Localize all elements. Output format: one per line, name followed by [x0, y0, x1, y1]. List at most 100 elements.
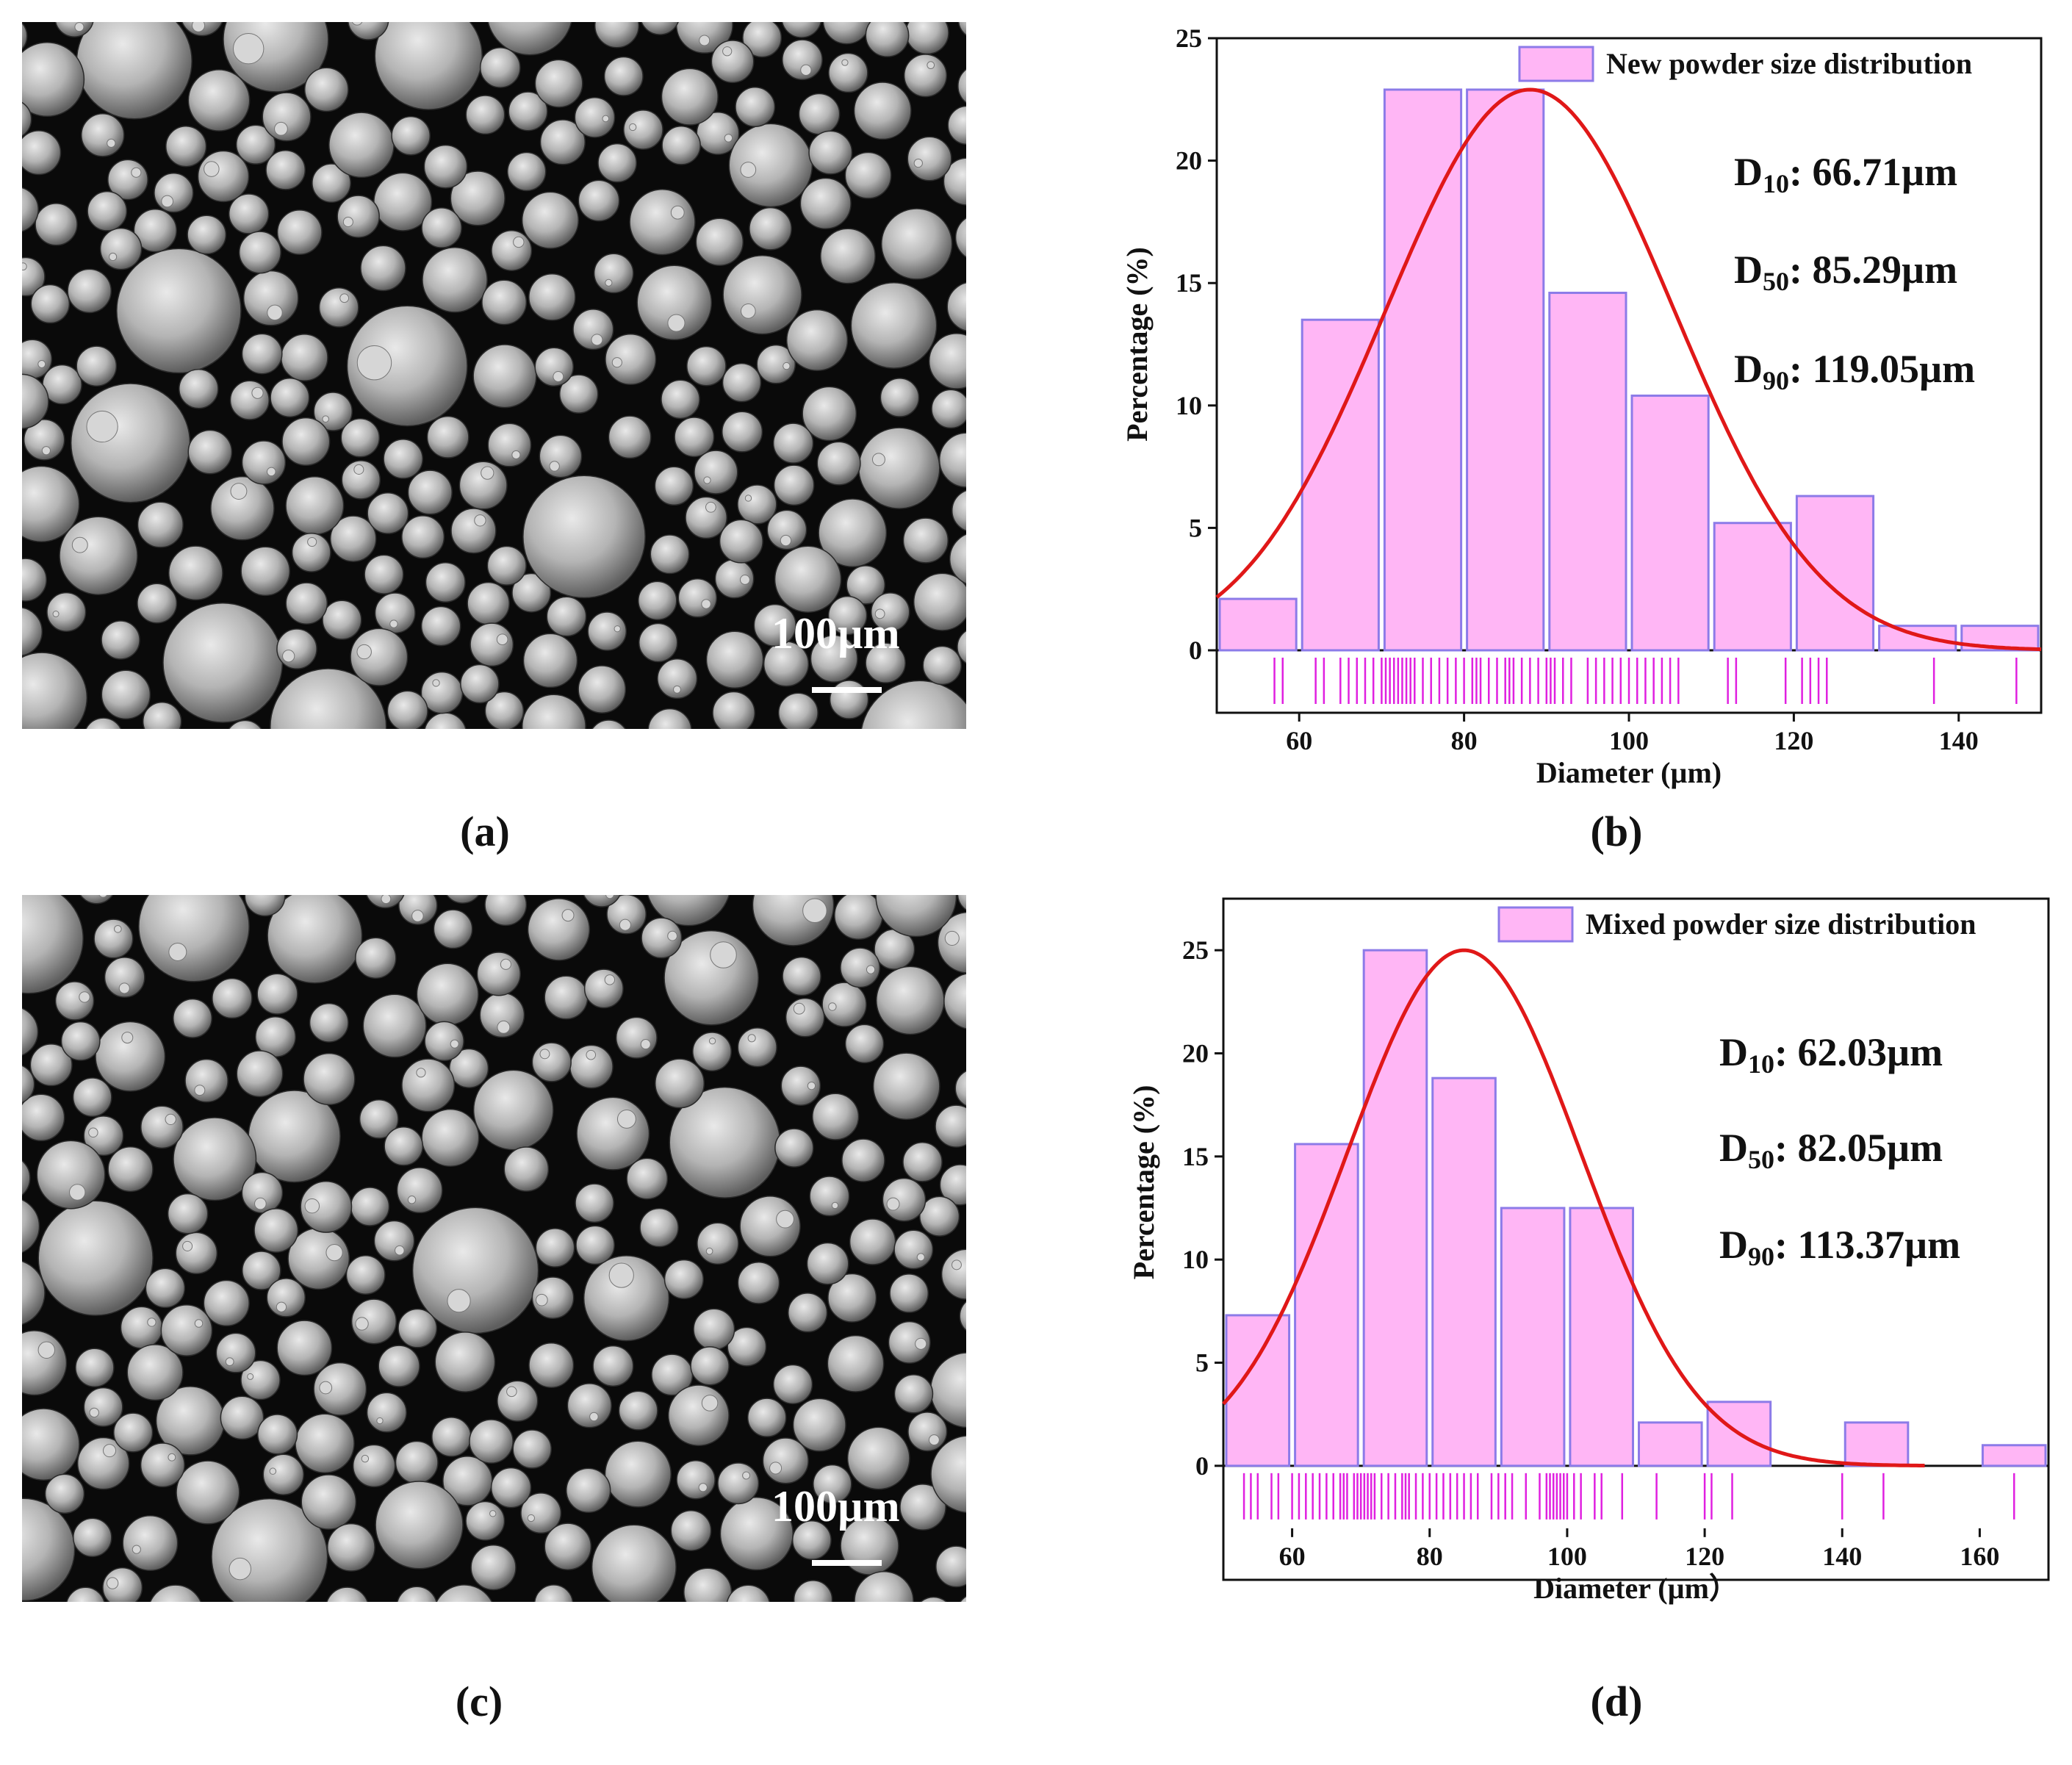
powder-particle	[81, 113, 125, 157]
powder-particle	[448, 1048, 489, 1088]
powder-particle	[792, 1398, 846, 1452]
x-tick-label: 80	[1451, 726, 1478, 755]
satellite-particle	[98, 895, 108, 898]
powder-particle	[85, 717, 122, 729]
powder-particle	[827, 595, 868, 636]
powder-particle	[583, 1255, 670, 1342]
powder-particle	[421, 207, 462, 248]
satellite-particle	[604, 974, 616, 985]
powder-particle	[717, 1462, 760, 1505]
powder-particle	[422, 246, 488, 313]
histogram-bar	[1218, 597, 1298, 652]
satellite-particle	[944, 930, 960, 946]
satellite-particle	[191, 22, 206, 32]
powder-particle	[711, 40, 755, 84]
powder-particle	[93, 919, 134, 959]
powder-particle	[345, 1255, 386, 1295]
satellite-particle	[74, 22, 84, 32]
powder-particle	[300, 1181, 353, 1233]
powder-particle	[694, 450, 738, 495]
caption-d: (d)	[1590, 1678, 1643, 1725]
powder-particle	[87, 190, 128, 231]
powder-particle	[187, 69, 251, 132]
powder-particle	[947, 105, 966, 145]
powder-particle	[931, 389, 966, 429]
powder-particle	[591, 719, 626, 729]
powder-particle	[425, 561, 466, 603]
satellite-particle	[194, 1319, 204, 1328]
powder-particle	[641, 917, 683, 959]
powder-particle	[99, 227, 143, 270]
powder-particle	[546, 596, 587, 637]
powder-particle	[165, 126, 207, 168]
powder-particle	[176, 1460, 240, 1525]
powder-particle	[434, 1331, 496, 1392]
powder-particle	[431, 1417, 472, 1457]
stat-d10: D10: 62.03µm	[1719, 1030, 1943, 1079]
powder-particle	[626, 1157, 669, 1200]
powder-particle	[591, 1524, 677, 1602]
powder-particle	[416, 963, 479, 1026]
powder-particle	[960, 1595, 966, 1602]
powder-particle	[373, 1220, 415, 1262]
satellite-particle	[37, 360, 46, 368]
powder-particle	[522, 475, 646, 599]
powder-particle	[828, 52, 868, 93]
powder-particle	[943, 157, 966, 206]
powder-particle	[791, 1520, 832, 1560]
powder-particle	[173, 1117, 257, 1201]
powder-particle	[276, 628, 317, 669]
powder-particle	[486, 545, 527, 586]
satellite-particle	[511, 450, 521, 459]
satellite-particle	[161, 195, 174, 208]
powder-particle	[719, 519, 763, 564]
histogram-bar	[1795, 495, 1875, 652]
powder-particle	[574, 97, 616, 138]
powder-particle	[618, 1390, 658, 1431]
satellite-particle	[132, 1545, 141, 1554]
powder-particle	[872, 1052, 940, 1121]
powder-particle	[241, 333, 283, 375]
powder-particle	[384, 1126, 424, 1166]
powder-particle	[834, 895, 883, 941]
satellite-particle	[841, 59, 849, 66]
powder-particle	[469, 1419, 514, 1464]
powder-particle	[210, 475, 275, 541]
satellite-particle	[282, 650, 295, 663]
satellite-particle	[118, 982, 130, 994]
powder-particle	[138, 895, 250, 982]
satellite-particle	[619, 919, 631, 931]
satellite-particle	[411, 910, 424, 922]
powder-particle	[606, 895, 647, 935]
powder-particle	[484, 895, 528, 927]
powder-particle	[719, 1496, 794, 1571]
powder-particle	[850, 282, 938, 369]
powder-particle	[137, 583, 178, 624]
powder-particle	[650, 534, 690, 575]
powder-particle	[168, 545, 223, 601]
powder-particle	[821, 982, 867, 1027]
powder-particle	[280, 334, 328, 381]
powder-particle	[266, 1278, 306, 1318]
y-axis-label: Percentage (%)	[1127, 1085, 1160, 1280]
powder-particle	[327, 1523, 375, 1572]
powder-particle	[661, 379, 700, 420]
satellite-particle	[266, 467, 276, 477]
powder-particle	[467, 581, 510, 625]
powder-particle	[366, 1392, 407, 1433]
satellite-particle	[616, 1110, 636, 1129]
powder-particle	[578, 665, 627, 713]
powder-particle	[773, 464, 815, 506]
satellite-particle	[182, 1240, 193, 1251]
powder-particle	[798, 93, 841, 135]
satellite-particle	[225, 1357, 234, 1367]
satellite-particle	[536, 1293, 548, 1306]
histogram-bar	[1713, 522, 1792, 652]
powder-particle	[663, 1259, 705, 1300]
powder-particle	[846, 1426, 910, 1490]
powder-particle	[780, 1065, 821, 1106]
powder-particle	[860, 680, 966, 729]
powder-particle	[364, 554, 404, 594]
powder-particle	[888, 1320, 931, 1364]
satellite-particle	[780, 534, 792, 547]
